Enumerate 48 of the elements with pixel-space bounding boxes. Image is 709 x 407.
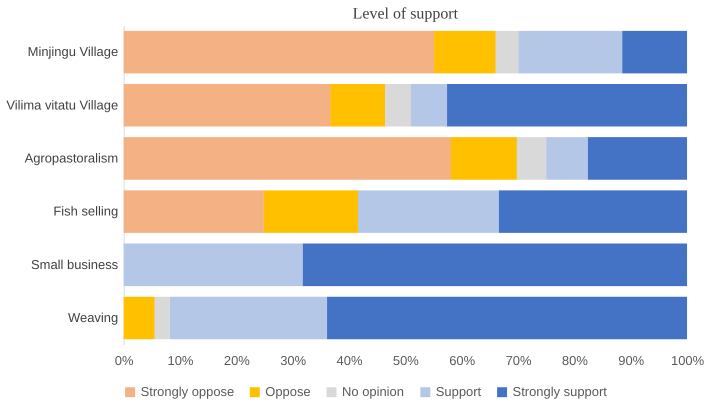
y-tick-label: Weaving bbox=[68, 310, 118, 325]
bar bbox=[447, 84, 688, 127]
x-tick-label: 60% bbox=[449, 353, 476, 368]
bar bbox=[170, 296, 328, 340]
bar bbox=[385, 84, 411, 127]
bar bbox=[124, 30, 434, 74]
bar bbox=[518, 30, 622, 74]
legend-label: Strongly oppose bbox=[140, 384, 234, 400]
legend-label: No opinion bbox=[342, 384, 404, 400]
bar bbox=[450, 137, 517, 180]
bar bbox=[496, 30, 519, 74]
y-tick-label: Vilima vitatu Village bbox=[6, 97, 118, 112]
x-tick-label: 50% bbox=[392, 353, 420, 368]
x-tick-label: 30% bbox=[280, 353, 307, 368]
bar bbox=[622, 30, 688, 74]
x-tick-label: 100% bbox=[670, 353, 705, 368]
bar bbox=[264, 190, 358, 233]
bar bbox=[434, 30, 496, 74]
bar bbox=[498, 190, 688, 233]
bar bbox=[124, 137, 451, 180]
x-tick-label: 20% bbox=[224, 353, 250, 368]
bar bbox=[124, 244, 303, 286]
bar bbox=[330, 84, 386, 127]
x-tick-label: 70% bbox=[506, 353, 532, 368]
bar bbox=[327, 296, 688, 340]
bar bbox=[358, 190, 499, 233]
bar bbox=[124, 84, 330, 127]
y-tick-label: Minjingu Village bbox=[28, 44, 118, 60]
bar bbox=[410, 84, 448, 127]
bar bbox=[124, 296, 155, 340]
y-tick-label: Agropastoralism bbox=[24, 150, 118, 166]
y-tick-label: Fish selling bbox=[53, 204, 118, 219]
bar bbox=[124, 190, 264, 233]
y-tick-label: Small business bbox=[31, 256, 119, 272]
bar bbox=[302, 244, 688, 286]
x-tick-label: 80% bbox=[562, 353, 588, 368]
bar bbox=[154, 296, 170, 340]
legend-label: Support bbox=[436, 384, 482, 400]
legend-label: Strongly support bbox=[512, 384, 608, 400]
bar bbox=[516, 137, 546, 180]
x-tick-label: 90% bbox=[618, 353, 645, 368]
bar bbox=[588, 137, 688, 180]
x-tick-label: 40% bbox=[336, 353, 363, 368]
chart-title: Level of support bbox=[352, 6, 459, 23]
x-tick-label: 0% bbox=[114, 353, 134, 368]
legend-label: Oppose bbox=[265, 384, 311, 400]
bar bbox=[546, 137, 588, 180]
x-tick-label: 10% bbox=[168, 353, 194, 368]
